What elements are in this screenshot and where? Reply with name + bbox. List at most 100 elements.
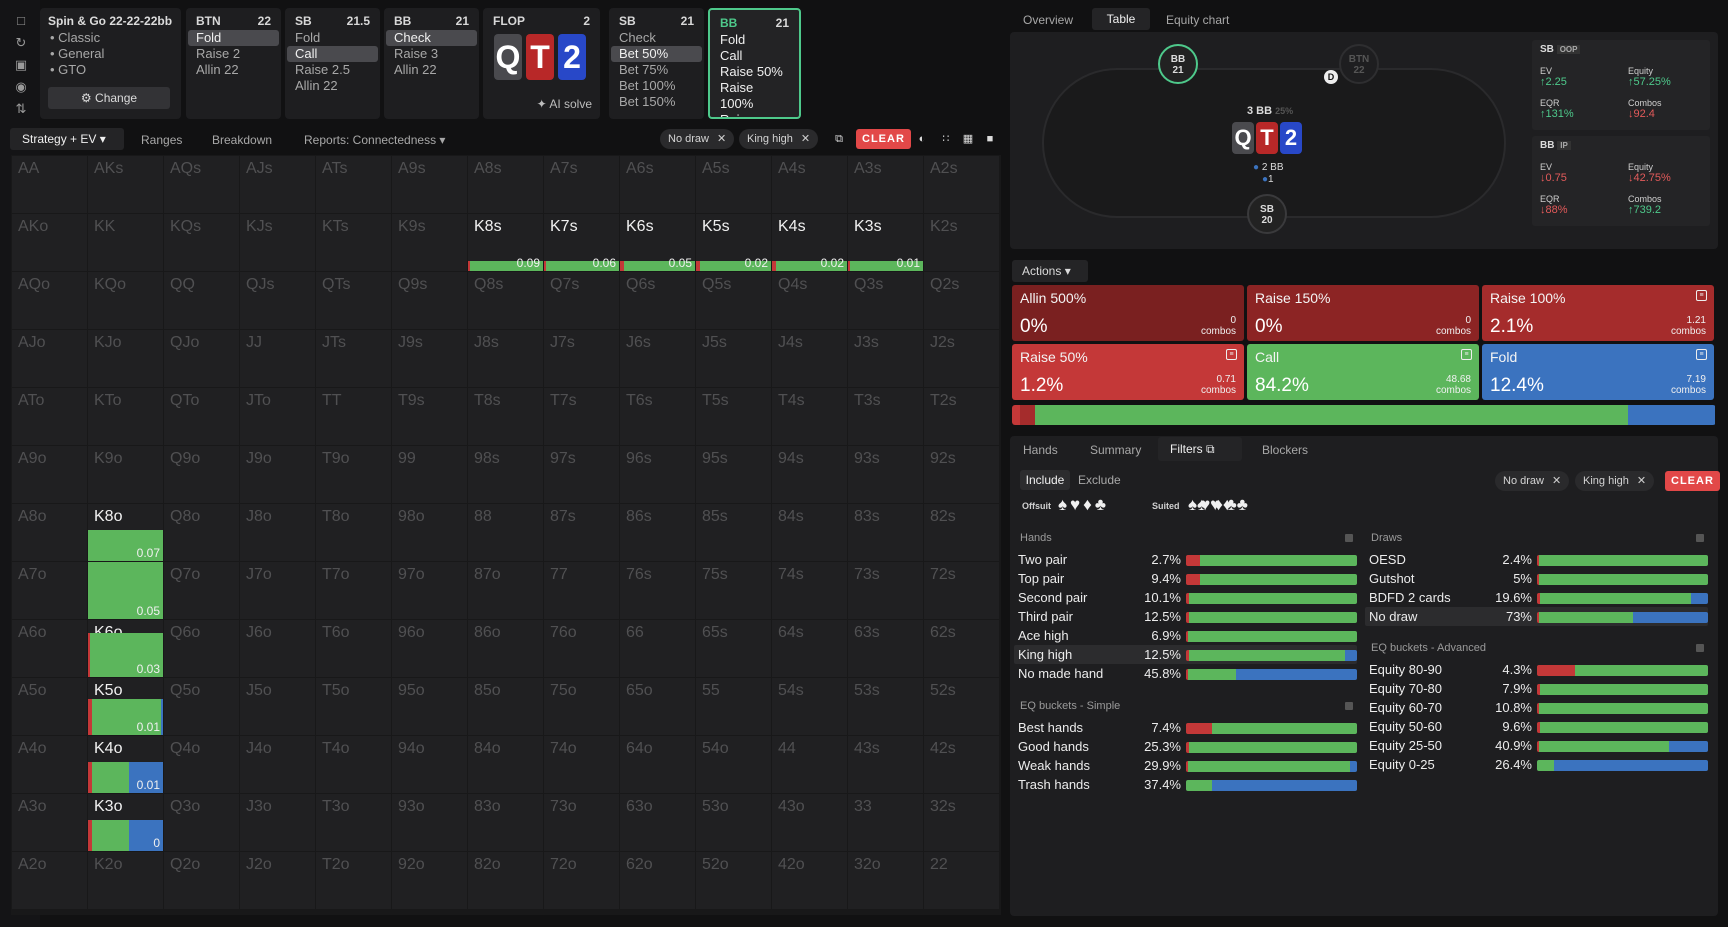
section-toggle-icon[interactable] [1345,702,1353,710]
hand-cell[interactable]: KJs [240,214,315,271]
section-toggle-icon[interactable] [1696,534,1704,542]
hand-cell[interactable]: 54s [772,678,847,735]
hand-cell[interactable]: T6s [620,388,695,445]
hand-cell[interactable]: A7o [12,562,87,619]
hand-cell[interactable]: J6s [620,330,695,387]
nav-option[interactable]: Raise 100% [720,80,754,111]
hand-cell[interactable]: 72s [924,562,999,619]
filter-row[interactable]: OESD 2.4% [1365,550,1708,569]
hand-cell[interactable]: 92o [392,852,467,909]
tab-breakdown[interactable]: Breakdown [212,133,273,147]
tab-filters[interactable]: Filters ⧉ [1158,437,1242,461]
hand-cell[interactable]: KTs [316,214,391,271]
contrast-icon[interactable]: ◐ [918,133,926,145]
nav-option[interactable]: Bet 100% [619,78,676,93]
hand-cell[interactable]: A4o [12,736,87,793]
hand-cell[interactable]: 95o [392,678,467,735]
hand-cell[interactable]: Q7o [164,562,239,619]
game-option-gto[interactable]: • GTO [50,62,87,77]
hand-cell[interactable]: 76s [620,562,695,619]
hand-cell[interactable]: 77 [544,562,619,619]
hand-cell[interactable]: 63o [620,794,695,851]
hand-cell[interactable]: K8s 0.09 [468,214,543,271]
hand-cell[interactable]: T7s [544,388,619,445]
hand-cell[interactable]: J7o [240,562,315,619]
game-option-general[interactable]: • General [50,46,105,61]
hand-cell[interactable]: T8s [468,388,543,445]
hand-cell[interactable]: J9o [240,446,315,503]
hand-cell[interactable]: 62s [924,620,999,677]
hand-cell[interactable]: 82o [468,852,543,909]
hand-cell[interactable]: 64s [772,620,847,677]
ai-solve-button[interactable]: ✦ AI solve [536,97,592,111]
hand-cell[interactable]: Q4o [164,736,239,793]
hand-cell[interactable]: 98s [468,446,543,503]
filter-row[interactable]: Weak hands 29.9% [1014,756,1357,775]
hand-cell[interactable]: QTs [316,272,391,329]
filter-row[interactable]: BDFD 2 cards 19.6% [1365,588,1708,607]
hand-cell[interactable]: A7s [544,156,619,213]
hand-cell[interactable]: A3o [12,794,87,851]
hand-cell[interactable]: AJs [240,156,315,213]
hand-cell[interactable]: T2o [316,852,391,909]
hand-cell[interactable]: JJ [240,330,315,387]
hand-cell[interactable]: 75s [696,562,771,619]
hand-cell[interactable]: 55 [696,678,771,735]
nav-option[interactable]: Allin 22 [295,78,338,93]
exclude-toggle[interactable]: Exclude [1078,473,1121,487]
tab-overview[interactable]: Overview [1023,13,1074,27]
hand-cell[interactable]: J8o [240,504,315,561]
filter-row[interactable]: Second pair 10.1% [1014,588,1357,607]
nav-column-sb[interactable]: SB 21 Check Bet 50% Bet 75% Bet 100% Bet 150% [609,8,704,119]
close-icon[interactable]: ✕ [800,133,811,145]
hand-cell[interactable]: K5s 0.02 [696,214,771,271]
nav-option[interactable]: Check [386,30,477,46]
action-call[interactable]: Call 84.2% 48.68 combos ≡ [1247,344,1479,400]
save-icon[interactable]: ▣ [14,57,28,72]
nav-option[interactable]: Raise 2 [196,46,241,61]
offsuit-suits[interactable]: ♠♥♦♣ [1058,495,1109,515]
hand-cell[interactable]: J5o [240,678,315,735]
hand-cell[interactable]: 99 [392,446,467,503]
filter-row[interactable]: Ace high 6.9% [1014,626,1357,645]
hand-cell[interactable]: ATs [316,156,391,213]
hand-cell[interactable]: 86o [468,620,543,677]
hand-cell[interactable]: TT [316,388,391,445]
close-icon[interactable]: ✕ [716,133,727,145]
hand-cell[interactable]: 97s [544,446,619,503]
hand-cell[interactable]: A5s [696,156,771,213]
hand-cell[interactable]: 53o [696,794,771,851]
hand-cell[interactable]: A6s [620,156,695,213]
hand-cell[interactable]: 44 [772,736,847,793]
hand-cell[interactable]: 42o [772,852,847,909]
square-icon[interactable]: ■ [986,133,994,145]
hand-cell[interactable]: 93s [848,446,923,503]
copy-icon[interactable]: ⧉ [835,133,843,145]
hand-cell[interactable]: 73s [848,562,923,619]
filter-row[interactable]: Equity 25-50 40.9% [1365,736,1708,755]
hand-cell[interactable]: 93o [392,794,467,851]
nav-column-btn[interactable]: BTN 22 Fold Raise 2 Allin 22 [186,8,281,119]
action-fold[interactable]: Fold 12.4% 7.19 combos ≡ [1482,344,1714,400]
filter-chip-no-draw[interactable]: No draw ✕ [1495,471,1570,491]
grid-icon[interactable]: ▦ [962,133,974,145]
hand-cell[interactable]: 95s [696,446,771,503]
tab-blockers[interactable]: Blockers [1262,443,1309,457]
hand-cell[interactable]: K8o 0.07 [88,504,163,561]
hand-cell[interactable]: Q6s [620,272,695,329]
hand-cell[interactable]: T5o [316,678,391,735]
hand-cell[interactable]: A9o [12,446,87,503]
hand-cell[interactable]: 87s [544,504,619,561]
hand-cell[interactable]: A2o [12,852,87,909]
hand-cell[interactable]: T5s [696,388,771,445]
hand-cell[interactable]: 82s [924,504,999,561]
hand-cell[interactable]: 33 [848,794,923,851]
hand-cell[interactable]: T3s [848,388,923,445]
tab-hands[interactable]: Hands [1023,443,1058,457]
hand-cell[interactable]: K3s 0.01 [848,214,923,271]
nav-column-sb[interactable]: SB 21.5 Fold Call Raise 2.5 Allin 22 [285,8,380,119]
hand-cell[interactable]: QJs [240,272,315,329]
section-toggle-icon[interactable] [1345,534,1353,542]
